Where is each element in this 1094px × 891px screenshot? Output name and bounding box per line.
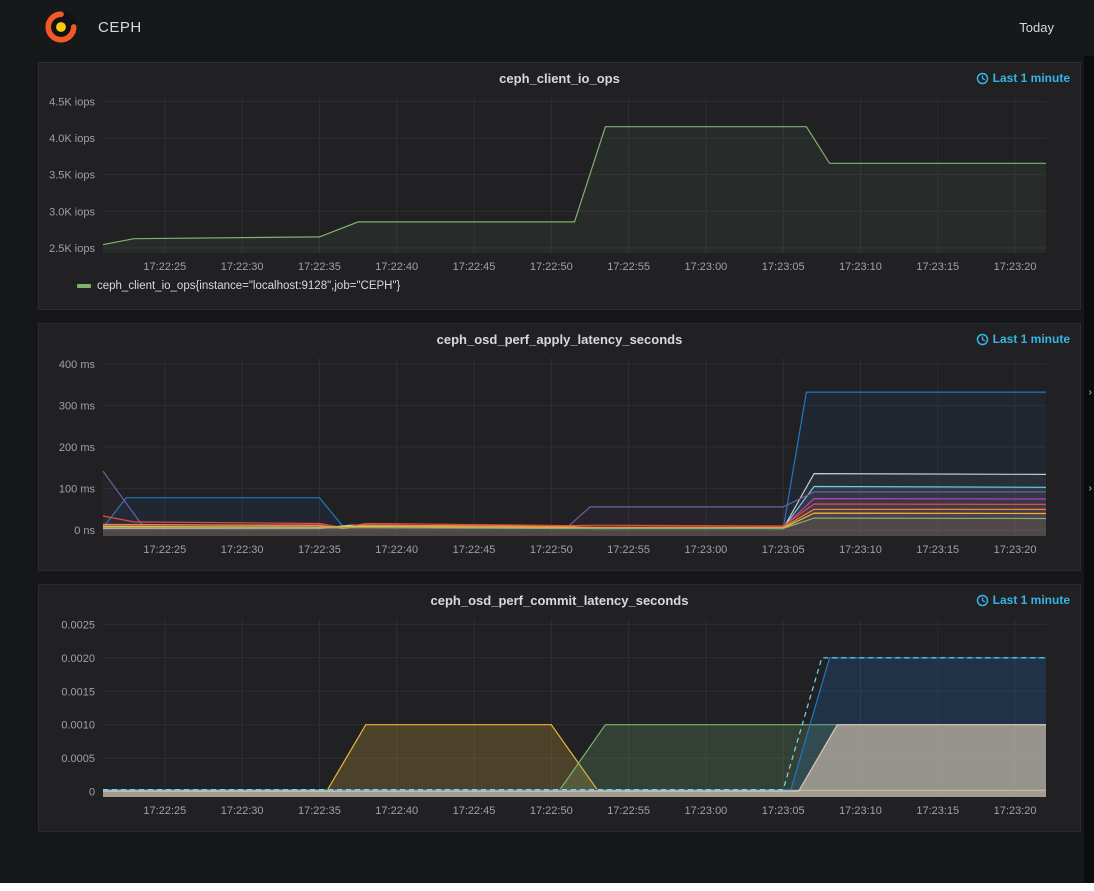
svg-text:17:23:10: 17:23:10 [839, 805, 882, 817]
panel-ceph-osd-perf-apply-latency: ceph_osd_perf_apply_latency_seconds Last… [38, 323, 1081, 571]
svg-text:17:22:45: 17:22:45 [453, 544, 496, 556]
chart-ceph-osd-perf-commit-latency[interactable]: 17:22:25 17:22:30 17:22:35 17:22:40 17:22:45… [39, 611, 1080, 823]
svg-text:400 ms: 400 ms [59, 359, 96, 371]
legend-series-label[interactable]: ceph_client_io_ops{instance="localhost:9… [97, 280, 401, 292]
svg-text:17:23:00: 17:23:00 [684, 261, 727, 273]
svg-text:17:22:35: 17:22:35 [298, 261, 341, 273]
svg-text:17:22:35: 17:22:35 [298, 544, 341, 556]
chart-ceph-client-io-ops[interactable]: 17:22:25 17:22:30 17:22:35 17:22:40 17:22:45… [39, 89, 1080, 279]
svg-text:100 ms: 100 ms [59, 484, 96, 496]
svg-text:17:23:05: 17:23:05 [762, 805, 805, 817]
time-range-picker[interactable]: Today [1019, 19, 1054, 35]
top-nav: CEPH Today [0, 0, 1094, 54]
svg-text:0.0005: 0.0005 [61, 753, 95, 765]
svg-text:17:22:30: 17:22:30 [221, 544, 264, 556]
panel-title[interactable]: ceph_osd_perf_commit_latency_seconds [430, 593, 689, 608]
svg-text:17:22:50: 17:22:50 [530, 805, 573, 817]
svg-text:17:22:40: 17:22:40 [375, 261, 418, 273]
svg-text:17:23:20: 17:23:20 [994, 544, 1037, 556]
svg-text:17:23:05: 17:23:05 [762, 261, 805, 273]
svg-text:17:22:50: 17:22:50 [530, 261, 573, 273]
clock-icon [976, 72, 988, 84]
svg-text:17:22:55: 17:22:55 [607, 544, 650, 556]
svg-text:17:22:40: 17:22:40 [375, 805, 418, 817]
scroll-arrow-icon[interactable]: › [1088, 387, 1092, 398]
time-override-badge: Last 1 minute [976, 593, 1070, 607]
svg-text:17:23:00: 17:23:00 [684, 805, 727, 817]
svg-text:17:22:25: 17:22:25 [143, 261, 186, 273]
svg-text:0.0010: 0.0010 [61, 720, 95, 732]
panel-ceph-osd-perf-commit-latency: ceph_osd_perf_commit_latency_seconds Las… [38, 584, 1081, 832]
svg-text:17:23:20: 17:23:20 [994, 261, 1037, 273]
clock-icon [976, 594, 988, 606]
svg-text:17:22:55: 17:22:55 [607, 261, 650, 273]
svg-text:17:22:35: 17:22:35 [298, 805, 341, 817]
svg-text:17:23:05: 17:23:05 [762, 544, 805, 556]
scroll-arrow-icon[interactable]: › [1088, 483, 1092, 494]
chart-ceph-osd-perf-apply-latency[interactable]: 17:22:25 17:22:30 17:22:35 17:22:40 17:22:45… [39, 350, 1080, 562]
svg-text:17:22:40: 17:22:40 [375, 544, 418, 556]
svg-text:0.0015: 0.0015 [61, 686, 95, 698]
svg-text:300 ms: 300 ms [59, 400, 96, 412]
svg-text:17:23:15: 17:23:15 [916, 261, 959, 273]
browser-bottom-edge [0, 883, 1094, 891]
svg-text:4.5K iops: 4.5K iops [49, 96, 95, 108]
svg-text:17:22:45: 17:22:45 [453, 805, 496, 817]
svg-text:4.0K iops: 4.0K iops [49, 133, 95, 145]
dashboard-title[interactable]: CEPH [98, 18, 142, 36]
svg-text:2.5K iops: 2.5K iops [49, 243, 95, 255]
time-override-label: Last 1 minute [992, 593, 1070, 607]
svg-text:200 ms: 200 ms [59, 442, 96, 454]
svg-text:17:22:45: 17:22:45 [453, 261, 496, 273]
legend: ceph_client_io_ops{instance="localhost:9… [39, 280, 1080, 292]
svg-text:17:22:55: 17:22:55 [607, 805, 650, 817]
svg-text:17:23:10: 17:23:10 [839, 544, 882, 556]
scrollbar-track[interactable]: › › [1084, 56, 1094, 883]
panel-title[interactable]: ceph_osd_perf_apply_latency_seconds [436, 332, 683, 347]
legend-color-chip [77, 284, 91, 288]
svg-text:17:23:10: 17:23:10 [839, 261, 882, 273]
svg-text:17:23:15: 17:23:15 [916, 805, 959, 817]
grafana-logo-icon[interactable] [44, 10, 78, 44]
svg-text:17:22:25: 17:22:25 [143, 805, 186, 817]
svg-text:17:23:00: 17:23:00 [684, 544, 727, 556]
time-override-badge: Last 1 minute [976, 332, 1070, 346]
svg-text:17:22:50: 17:22:50 [530, 544, 573, 556]
time-override-badge: Last 1 minute [976, 71, 1070, 85]
svg-text:0 ns: 0 ns [74, 525, 95, 537]
svg-text:3.5K iops: 3.5K iops [49, 170, 95, 182]
time-override-label: Last 1 minute [992, 71, 1070, 85]
clock-icon [976, 333, 988, 345]
svg-text:17:22:25: 17:22:25 [143, 544, 186, 556]
panel-ceph-client-io-ops: ceph_client_io_ops Last 1 minute 17:22:2… [38, 62, 1081, 310]
svg-text:17:23:20: 17:23:20 [994, 805, 1037, 817]
svg-text:17:23:15: 17:23:15 [916, 544, 959, 556]
svg-text:0: 0 [89, 787, 95, 799]
svg-text:0.0025: 0.0025 [61, 619, 95, 631]
svg-text:17:22:30: 17:22:30 [221, 805, 264, 817]
dashboard-panels: ceph_client_io_ops Last 1 minute 17:22:2… [38, 62, 1081, 832]
time-override-label: Last 1 minute [992, 332, 1070, 346]
svg-text:17:22:30: 17:22:30 [221, 261, 264, 273]
svg-text:0.0020: 0.0020 [61, 653, 95, 665]
svg-text:3.0K iops: 3.0K iops [49, 206, 95, 218]
panel-title[interactable]: ceph_client_io_ops [499, 71, 620, 86]
